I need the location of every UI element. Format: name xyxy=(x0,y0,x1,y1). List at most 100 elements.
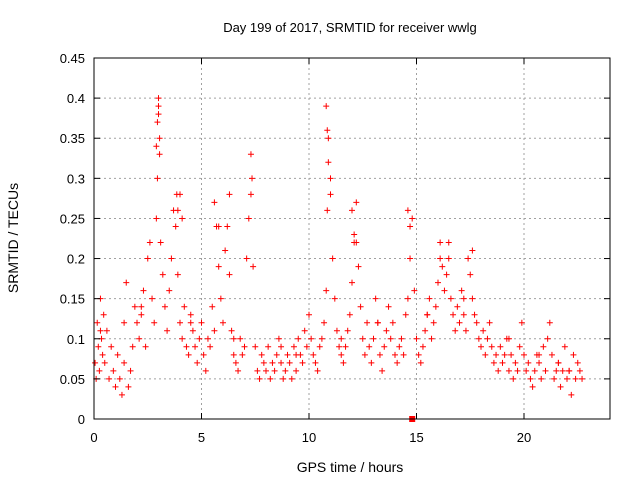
data-point xyxy=(445,239,452,246)
data-point xyxy=(260,359,267,366)
data-point xyxy=(156,135,163,142)
data-point xyxy=(518,319,525,326)
y-tick-label: 0.45 xyxy=(60,51,85,66)
data-point xyxy=(495,367,502,374)
data-point xyxy=(220,319,226,326)
data-point xyxy=(258,351,265,358)
data-point xyxy=(310,351,317,358)
data-point xyxy=(250,263,257,270)
data-point xyxy=(557,383,564,390)
data-point xyxy=(450,311,457,318)
data-point xyxy=(278,343,285,350)
data-point xyxy=(185,351,192,358)
data-point xyxy=(290,343,297,350)
data-point xyxy=(462,327,469,334)
data-point xyxy=(389,319,396,326)
data-point xyxy=(355,263,362,270)
data-point xyxy=(245,215,252,222)
data-point xyxy=(123,279,130,286)
data-point xyxy=(286,359,293,366)
data-point xyxy=(230,335,237,342)
data-point xyxy=(303,343,310,350)
data-point xyxy=(288,375,295,382)
data-point xyxy=(138,303,145,310)
data-point xyxy=(146,239,153,246)
data-point xyxy=(521,351,527,358)
data-point xyxy=(488,343,495,350)
data-point xyxy=(100,311,107,318)
data-point xyxy=(156,151,163,158)
data-point xyxy=(473,319,480,326)
data-point xyxy=(413,335,420,342)
data-point xyxy=(301,327,308,334)
data-point xyxy=(542,367,549,374)
data-point xyxy=(243,255,250,262)
data-point xyxy=(432,303,439,310)
data-point xyxy=(161,303,168,310)
data-point xyxy=(327,191,334,198)
y-tick-label: 0 xyxy=(78,412,85,427)
data-point xyxy=(99,351,106,358)
data-point xyxy=(484,335,491,342)
data-point xyxy=(154,175,161,182)
data-point xyxy=(407,223,414,230)
data-point xyxy=(151,319,158,326)
data-point xyxy=(192,343,199,350)
data-point xyxy=(318,335,325,342)
data-point xyxy=(357,303,364,310)
data-point xyxy=(417,359,424,366)
data-point xyxy=(493,351,500,358)
data-point xyxy=(228,327,235,334)
data-point xyxy=(555,359,562,366)
data-point xyxy=(237,335,244,342)
data-point xyxy=(331,295,338,302)
data-point xyxy=(202,367,209,374)
data-point xyxy=(497,343,504,350)
data-point xyxy=(323,287,330,294)
data-point xyxy=(159,271,166,278)
points-layer xyxy=(92,95,586,422)
data-point xyxy=(333,327,340,334)
data-point xyxy=(324,207,331,214)
data-point xyxy=(404,207,411,214)
data-point xyxy=(222,247,229,254)
data-point xyxy=(387,335,394,342)
data-point xyxy=(217,295,224,302)
data-point xyxy=(97,327,104,334)
data-point xyxy=(490,359,497,366)
data-point xyxy=(224,223,231,230)
chart-title: Day 199 of 2017, SRMTID for receiver wwl… xyxy=(223,20,477,35)
data-point xyxy=(116,375,123,382)
data-point xyxy=(510,375,517,382)
data-point xyxy=(187,311,194,318)
data-point xyxy=(531,367,538,374)
data-point xyxy=(336,343,343,350)
data-point xyxy=(411,287,418,294)
data-point xyxy=(361,351,368,358)
y-tick-label: 0.1 xyxy=(67,332,85,347)
data-point xyxy=(342,343,349,350)
data-point xyxy=(338,351,345,358)
data-point xyxy=(564,375,570,382)
data-point xyxy=(136,335,143,342)
data-point xyxy=(265,343,272,350)
data-point xyxy=(134,319,140,326)
data-point xyxy=(349,279,355,286)
data-point xyxy=(546,319,553,326)
y-tick-label: 0.2 xyxy=(67,252,85,267)
data-point xyxy=(280,375,287,382)
y-axis-label: SRMTID / TECUs xyxy=(5,183,21,293)
data-point xyxy=(101,359,108,366)
data-point xyxy=(174,207,181,214)
data-point xyxy=(359,335,366,342)
data-point xyxy=(353,199,360,206)
data-point xyxy=(118,391,125,398)
data-point xyxy=(385,303,392,310)
data-point xyxy=(92,359,99,366)
data-point xyxy=(525,359,532,366)
data-point xyxy=(254,367,261,374)
data-point xyxy=(576,367,583,374)
data-point xyxy=(456,319,463,326)
data-point xyxy=(460,295,467,302)
